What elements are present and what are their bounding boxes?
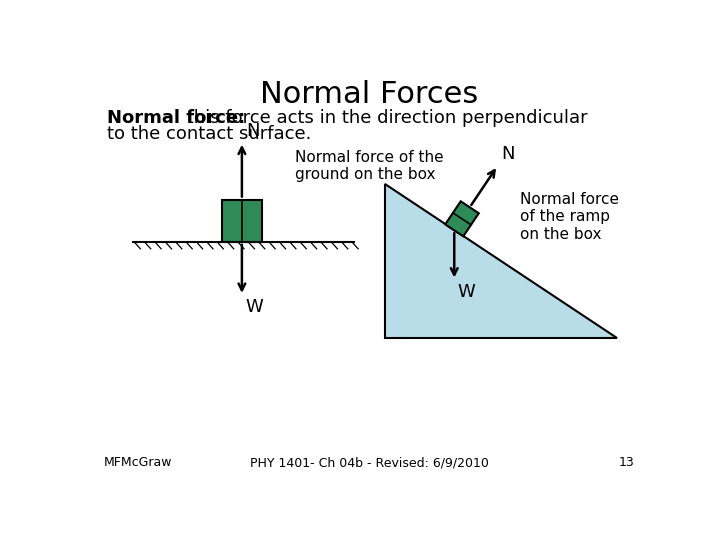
Bar bbox=[222, 200, 262, 242]
Text: Normal force of the
ground on the box: Normal force of the ground on the box bbox=[295, 150, 444, 182]
Text: Normal force
of the ramp
on the box: Normal force of the ramp on the box bbox=[520, 192, 619, 242]
Text: 13: 13 bbox=[618, 456, 634, 469]
Polygon shape bbox=[384, 184, 617, 338]
Text: N: N bbox=[501, 145, 514, 163]
Text: PHY 1401- Ch 04b - Revised: 6/9/2010: PHY 1401- Ch 04b - Revised: 6/9/2010 bbox=[250, 456, 488, 469]
Text: this force acts in the direction perpendicular: this force acts in the direction perpend… bbox=[181, 110, 588, 127]
Text: Normal force:: Normal force: bbox=[107, 110, 246, 127]
Text: N: N bbox=[246, 122, 259, 140]
Text: Normal Forces: Normal Forces bbox=[260, 80, 478, 109]
Text: MFMcGraw: MFMcGraw bbox=[104, 456, 173, 469]
Text: W: W bbox=[245, 298, 263, 316]
Text: W: W bbox=[457, 283, 475, 301]
Polygon shape bbox=[445, 201, 479, 237]
Text: to the contact surface.: to the contact surface. bbox=[107, 125, 312, 143]
